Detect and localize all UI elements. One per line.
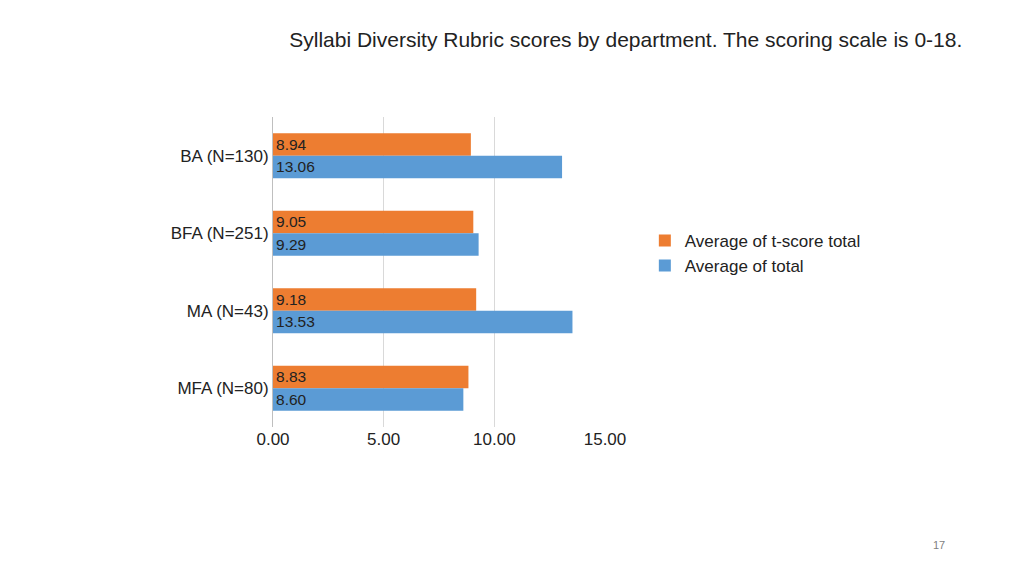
svg-text:0.00: 0.00	[256, 430, 289, 449]
svg-text:BA (N=130): BA (N=130)	[180, 147, 268, 166]
svg-text:13.06: 13.06	[276, 158, 315, 175]
svg-text:9.29: 9.29	[276, 236, 306, 253]
svg-text:15.00: 15.00	[584, 430, 627, 449]
svg-text:Syllabi Diversity Rubric score: Syllabi Diversity Rubric scores by depar…	[289, 28, 962, 51]
svg-text:MA (N=43): MA (N=43)	[187, 302, 269, 321]
svg-text:17: 17	[933, 539, 945, 551]
svg-text:BFA (N=251): BFA (N=251)	[171, 224, 269, 243]
svg-text:5.00: 5.00	[367, 430, 400, 449]
svg-text:9.18: 9.18	[276, 291, 306, 308]
svg-text:Average of t-score total: Average of t-score total	[685, 232, 860, 251]
svg-text:8.94: 8.94	[276, 136, 307, 153]
svg-text:9.05: 9.05	[276, 213, 306, 230]
svg-text:13.53: 13.53	[276, 313, 315, 330]
svg-text:8.83: 8.83	[276, 368, 306, 385]
svg-text:10.00: 10.00	[473, 430, 516, 449]
svg-text:8.60: 8.60	[276, 391, 307, 408]
svg-text:MFA (N=80): MFA (N=80)	[177, 379, 268, 398]
svg-text:Average of total: Average of total	[685, 257, 804, 276]
